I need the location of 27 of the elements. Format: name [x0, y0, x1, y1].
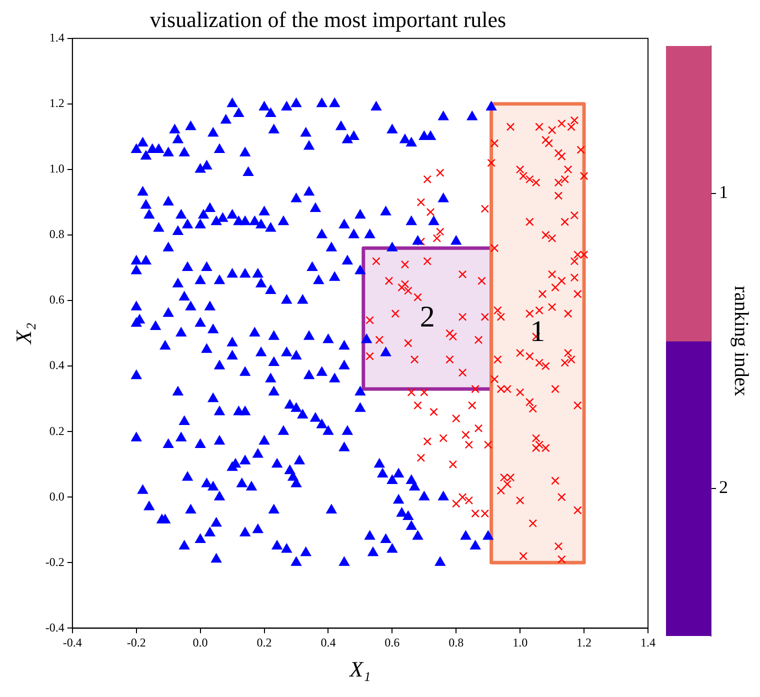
color-bar-title: ranking index	[730, 286, 752, 396]
x-tick-label: 0.4	[320, 636, 336, 650]
y-tick-label: 0.4	[49, 358, 64, 372]
y-tick-label: 1.0	[49, 162, 64, 176]
y-tick-label: -0.4	[45, 620, 64, 634]
y-tick-label: 0.0	[49, 489, 64, 504]
y-axis-title: X₂	[10, 322, 36, 345]
x-tick-label: 1.0	[512, 636, 528, 650]
y-tick-label: 1.4	[49, 30, 64, 45]
y-tick-label: 1.2	[49, 96, 64, 110]
y-tick-label: 0.6	[49, 292, 64, 307]
x-tick-label: 1.4	[640, 636, 656, 650]
y-tick-label: 0.8	[49, 227, 64, 242]
color-bar-label: 2	[719, 477, 728, 498]
x-tick-label: 0.8	[448, 636, 464, 650]
y-tick-label: 0.2	[49, 424, 64, 438]
x-tick-label: 1.2	[576, 636, 592, 650]
y-tick-label: -0.2	[45, 554, 64, 569]
x-tick-label: -0.2	[126, 636, 146, 650]
chart-title: visualization of the most important rules	[150, 6, 506, 32]
x-tick-label: -0.4	[62, 636, 82, 650]
x-tick-label: 0.6	[384, 636, 400, 650]
x-axis-title: X₁	[348, 656, 371, 682]
x-tick-label: 0.0	[192, 636, 208, 650]
annotation: 2	[420, 300, 435, 334]
color-bar-label: 1	[719, 182, 728, 202]
x-tick-label: 0.2	[256, 636, 272, 650]
